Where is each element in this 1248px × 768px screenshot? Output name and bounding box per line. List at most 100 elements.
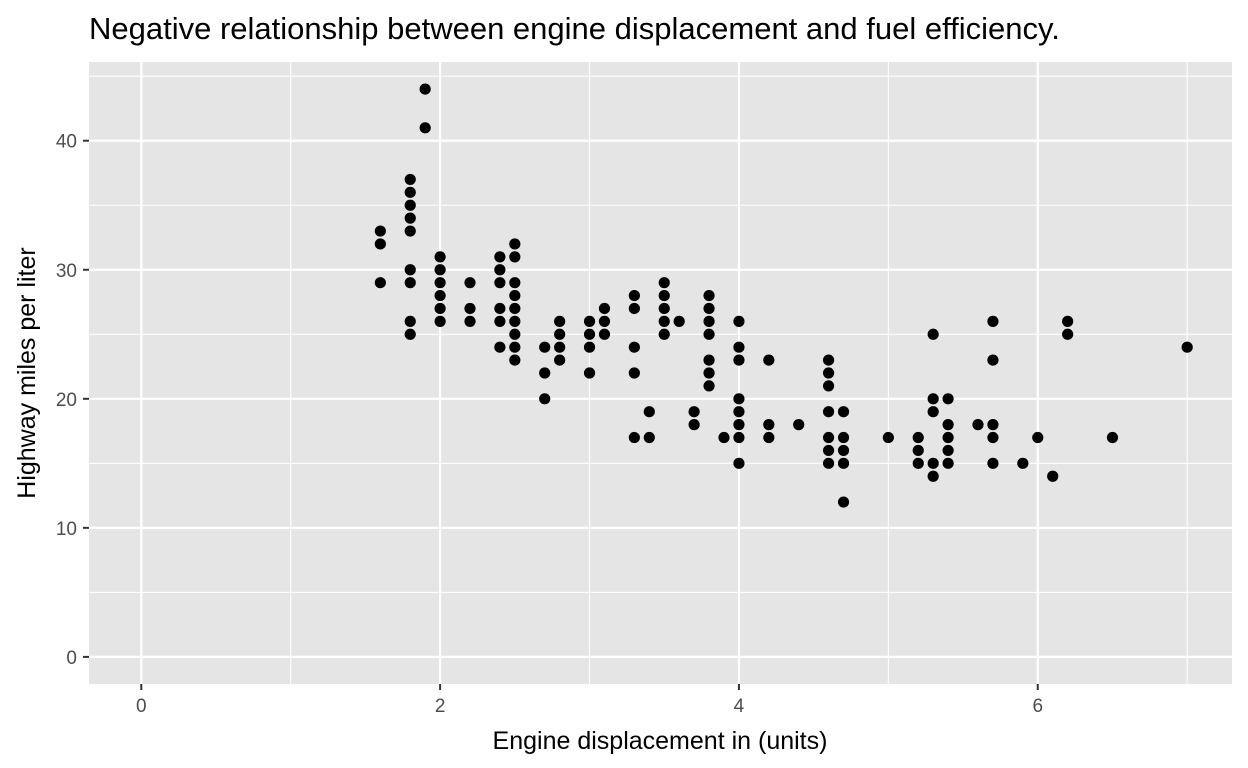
x-tick-label: 2 bbox=[435, 696, 446, 717]
data-point bbox=[583, 367, 596, 379]
data-point bbox=[464, 277, 476, 289]
data-points bbox=[374, 83, 1193, 508]
data-point bbox=[434, 315, 446, 327]
data-point bbox=[822, 431, 835, 444]
data-point bbox=[658, 328, 670, 340]
data-point bbox=[1062, 315, 1074, 327]
data-point bbox=[837, 431, 850, 444]
data-point bbox=[494, 264, 506, 276]
data-point bbox=[1032, 431, 1044, 444]
data-point bbox=[464, 302, 476, 315]
data-point bbox=[494, 341, 506, 353]
data-point bbox=[882, 431, 894, 444]
data-point bbox=[419, 83, 431, 95]
data-point bbox=[509, 354, 521, 366]
data-point bbox=[837, 444, 850, 457]
data-point bbox=[628, 341, 640, 353]
y-axis-title: Highway miles per liter bbox=[13, 247, 41, 498]
data-point bbox=[554, 341, 566, 353]
plot-panel bbox=[89, 62, 1232, 684]
data-point bbox=[763, 354, 775, 366]
data-point bbox=[942, 419, 954, 431]
data-point bbox=[658, 277, 670, 289]
data-point bbox=[822, 367, 835, 379]
data-point bbox=[419, 122, 431, 134]
data-point bbox=[509, 251, 521, 263]
data-point bbox=[404, 186, 416, 198]
data-point bbox=[374, 277, 386, 289]
data-point bbox=[494, 315, 506, 327]
data-point bbox=[494, 302, 506, 315]
data-point bbox=[942, 393, 954, 405]
data-point bbox=[554, 328, 566, 340]
data-point bbox=[374, 238, 386, 250]
data-point bbox=[703, 367, 715, 379]
data-point bbox=[434, 302, 446, 315]
data-point bbox=[509, 289, 521, 302]
data-point bbox=[509, 238, 521, 250]
data-point bbox=[434, 264, 446, 276]
data-point bbox=[404, 315, 416, 327]
data-point bbox=[494, 251, 506, 263]
data-point bbox=[539, 367, 551, 379]
data-point bbox=[703, 315, 715, 327]
data-point bbox=[583, 341, 596, 353]
data-point bbox=[464, 315, 476, 327]
data-point bbox=[822, 406, 835, 418]
data-point bbox=[643, 431, 655, 444]
data-point bbox=[703, 328, 715, 340]
data-point bbox=[554, 315, 566, 327]
data-point bbox=[554, 354, 566, 366]
data-point bbox=[509, 328, 521, 340]
data-point bbox=[434, 277, 446, 289]
data-point bbox=[733, 457, 745, 469]
data-point bbox=[733, 341, 745, 353]
data-point bbox=[987, 315, 999, 327]
data-point bbox=[987, 457, 999, 469]
data-point bbox=[509, 315, 521, 327]
data-point bbox=[539, 393, 551, 405]
data-point bbox=[1017, 457, 1029, 469]
data-point bbox=[509, 277, 521, 289]
data-point bbox=[718, 431, 730, 444]
chart-title: Negative relationship between engine dis… bbox=[89, 11, 1060, 46]
data-point bbox=[539, 341, 551, 353]
x-tick-label: 0 bbox=[136, 696, 147, 717]
data-point bbox=[927, 470, 939, 482]
data-point bbox=[1106, 431, 1119, 444]
data-point bbox=[733, 431, 745, 444]
data-point bbox=[927, 328, 939, 340]
data-point bbox=[927, 406, 939, 418]
data-point bbox=[494, 277, 506, 289]
data-point bbox=[703, 302, 715, 315]
data-point bbox=[822, 444, 835, 457]
data-point bbox=[404, 173, 416, 186]
data-point bbox=[404, 225, 416, 237]
major-gridlines bbox=[89, 62, 1232, 684]
x-tick-label: 6 bbox=[1032, 696, 1043, 717]
data-point bbox=[509, 302, 521, 315]
data-point bbox=[793, 419, 805, 431]
data-point bbox=[583, 328, 596, 340]
data-point bbox=[837, 496, 850, 508]
data-point bbox=[912, 444, 924, 457]
data-point bbox=[404, 277, 416, 289]
data-point bbox=[688, 406, 700, 418]
data-point bbox=[837, 457, 850, 469]
data-point bbox=[733, 406, 745, 418]
data-point bbox=[1181, 341, 1193, 353]
data-point bbox=[404, 212, 416, 224]
data-point bbox=[404, 328, 416, 340]
data-point bbox=[822, 380, 835, 392]
data-point bbox=[987, 431, 999, 444]
data-point bbox=[1047, 470, 1059, 482]
data-point bbox=[733, 393, 745, 405]
x-axis: 0 2 4 6 bbox=[136, 684, 1043, 717]
data-point bbox=[673, 315, 685, 327]
data-point bbox=[628, 289, 640, 302]
data-point bbox=[822, 354, 835, 366]
data-point bbox=[688, 419, 700, 431]
data-point bbox=[763, 431, 775, 444]
data-point bbox=[703, 380, 715, 392]
